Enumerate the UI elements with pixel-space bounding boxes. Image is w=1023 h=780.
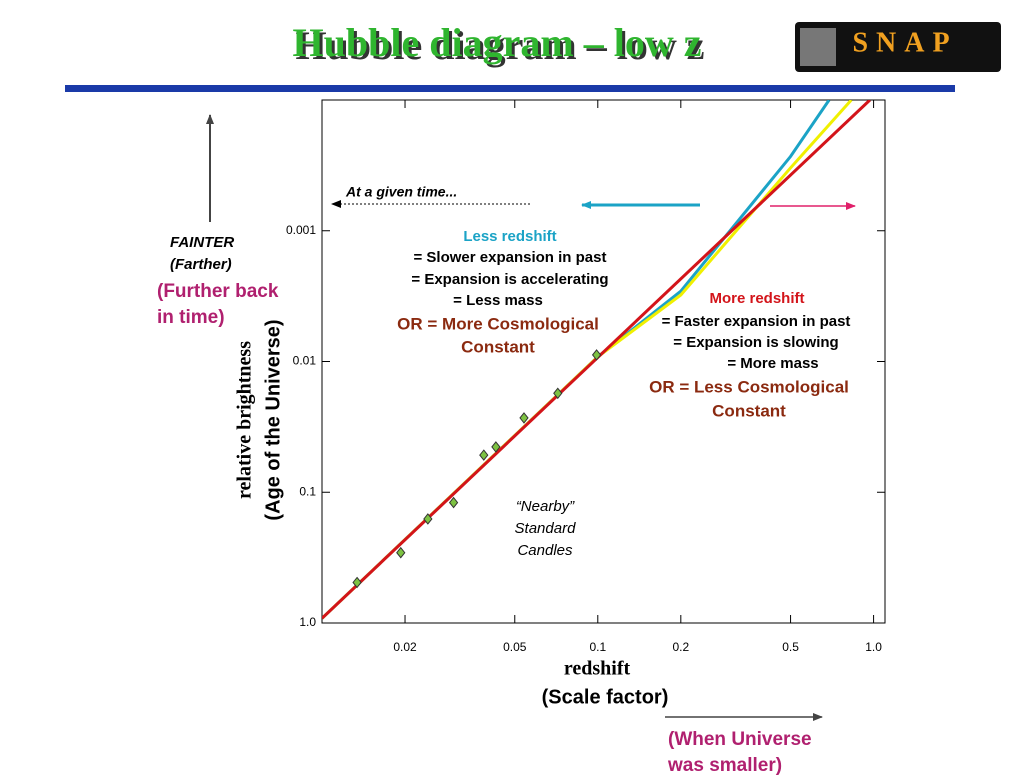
- y-tick-label: 1.0: [299, 615, 316, 629]
- x-axis-label: redshift: [564, 658, 631, 680]
- annotation: OR = Less Cosmological: [649, 377, 849, 396]
- annotation: “Nearby”: [516, 498, 575, 515]
- data-point: [396, 546, 406, 559]
- x-tick-label: 0.05: [503, 640, 527, 654]
- annotation: Constant: [461, 337, 535, 356]
- x-tick-label: 0.1: [589, 640, 606, 654]
- y-tick-label: 0.01: [293, 354, 317, 368]
- x-tick-label: 0.5: [782, 640, 799, 654]
- annotation: = Expansion is accelerating: [411, 271, 608, 288]
- bottom-note: (When Universe: [668, 729, 812, 750]
- data-point: [553, 387, 563, 400]
- y-axis-label: relative brightness: [234, 341, 256, 499]
- data-point: [519, 412, 529, 424]
- title-shadow: Hubble diagram – low z: [296, 23, 705, 68]
- annotation: Standard: [515, 520, 577, 537]
- y-tick-label: 0.001: [286, 223, 316, 237]
- x-tick-label: 0.02: [393, 640, 417, 654]
- left-note-time: (Further back: [157, 281, 279, 302]
- title-rule: [65, 85, 955, 92]
- left-note: FAINTER: [170, 234, 234, 251]
- bottom-note: was smaller): [667, 755, 782, 776]
- data-point: [491, 441, 501, 453]
- title: Hubble diagram – low z: [293, 20, 702, 65]
- x-axis-sub-label: (Scale factor): [542, 686, 669, 708]
- data-point: [448, 496, 459, 509]
- annotation: = Faster expansion in past: [662, 313, 851, 330]
- annotation: Less redshift: [463, 228, 556, 245]
- logo-text: SNAP: [852, 27, 957, 58]
- logo-image: [800, 28, 836, 66]
- annotation: = Less mass: [453, 292, 543, 309]
- annotation: = More mass: [727, 355, 818, 372]
- annotation: At a given time...: [345, 184, 457, 200]
- x-tick-label: 1.0: [865, 640, 882, 654]
- data-point: [591, 349, 602, 361]
- y-tick-label: 0.1: [299, 484, 316, 498]
- logo-box: [795, 22, 1001, 72]
- annotation: = Expansion is slowing: [673, 334, 838, 351]
- annotation: = Slower expansion in past: [414, 249, 607, 266]
- left-note-time: in time): [157, 307, 225, 328]
- x-tick-label: 0.2: [672, 640, 689, 654]
- data-point: [423, 513, 433, 525]
- left-note: (Farther): [170, 256, 232, 273]
- annotation: OR = More Cosmological: [397, 314, 599, 333]
- data-point: [479, 449, 489, 461]
- annotation: Constant: [712, 401, 786, 420]
- data-point: [352, 576, 362, 589]
- annotation: Candles: [517, 542, 573, 559]
- plot-area: 0.02 0.05 0.1 0.2 0.5 1.0 0.001 0.01 0.1 1.0: [286, 100, 885, 654]
- annotation: More redshift: [709, 290, 804, 307]
- y-axis-sub-label: (Age of the Universe): [262, 319, 284, 520]
